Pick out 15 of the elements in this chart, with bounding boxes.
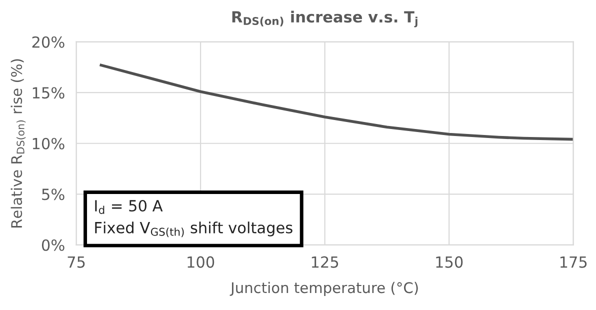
x-tick-label: 75 <box>68 256 85 268</box>
x-axis-title: Junction temperature (°C) <box>230 282 418 296</box>
x-tick-label: 100 <box>188 256 214 268</box>
x-tick-label: 150 <box>436 256 463 268</box>
chart-title: R$_{DS(on)}$ increase v.s. T$_{j}$ <box>232 10 418 28</box>
x-tick-label: 125 <box>312 256 338 268</box>
y-axis-title: Relative R$_{DS(on)}$ rise (%) <box>10 59 26 228</box>
y-tick-label: 10% <box>32 138 64 150</box>
y-tick-label: 5% <box>42 188 64 200</box>
y-tick-label: 0% <box>42 239 64 251</box>
y-tick-label: 20% <box>32 36 64 48</box>
annotation: I$_{d}$ = 50 A Fixed V$_{GS(th)}$ shift voltages <box>95 200 292 238</box>
y-tick-label: 15% <box>32 87 64 99</box>
x-tick-label: 175 <box>560 256 587 268</box>
line-series <box>100 64 574 141</box>
